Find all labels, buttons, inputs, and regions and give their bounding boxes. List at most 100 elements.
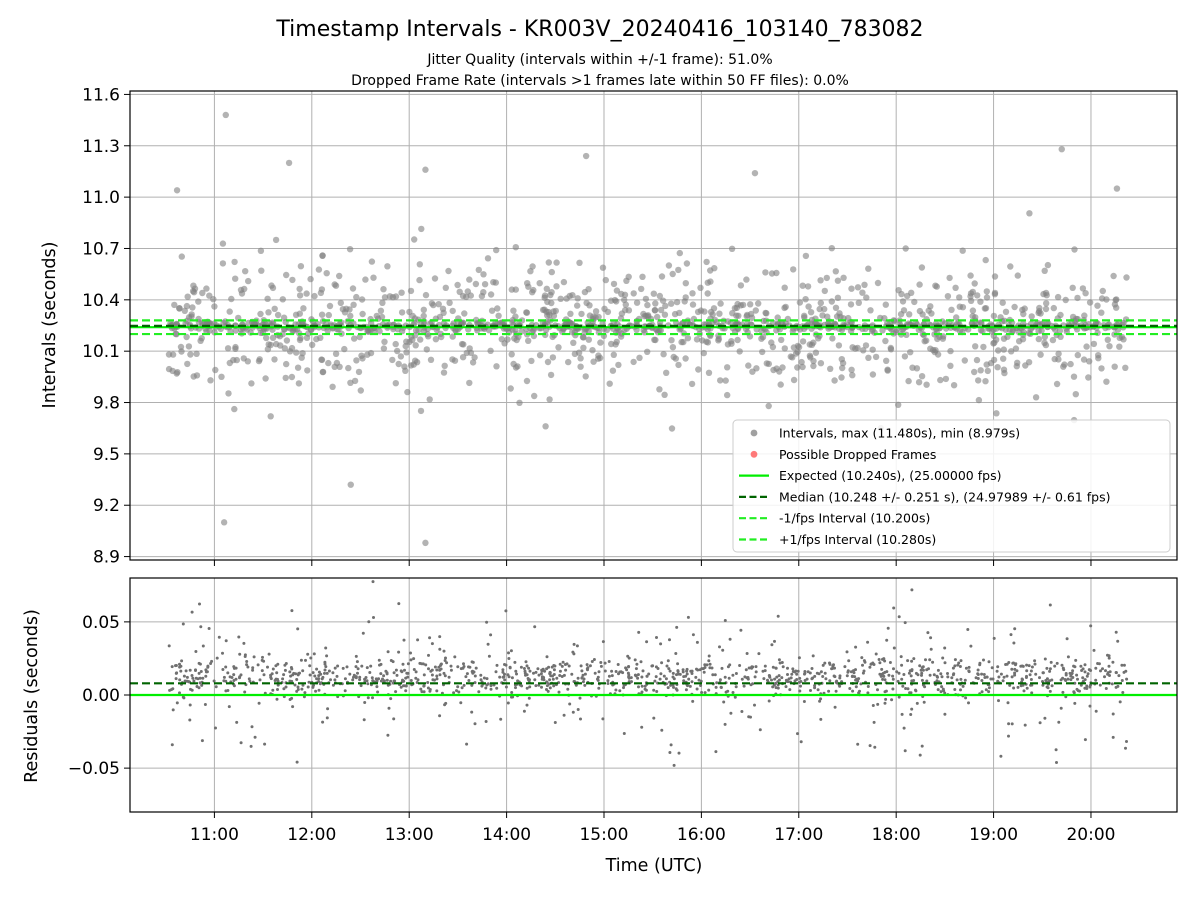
residual-point [1125, 740, 1128, 743]
interval-point [1042, 341, 1050, 349]
interval-point [794, 364, 801, 371]
residual-point [181, 695, 185, 699]
residual-point [950, 676, 954, 680]
residual-point [997, 675, 1001, 679]
residual-point [936, 688, 940, 692]
interval-point [1054, 293, 1062, 301]
residual-point [943, 691, 947, 695]
residual-point [1061, 690, 1065, 694]
residual-point [665, 664, 669, 668]
residual-point [224, 639, 228, 643]
legend-item: Expected (10.240s), (25.00000 fps) [739, 468, 1001, 483]
residual-point [946, 672, 949, 675]
interval-point [582, 152, 590, 160]
residual-point [606, 682, 610, 685]
interval-point [493, 246, 500, 254]
interval-point [525, 337, 532, 344]
interval-point [341, 309, 349, 316]
residual-point [174, 677, 178, 681]
interval-point [739, 301, 747, 309]
interval-point [262, 375, 269, 382]
interval-point [525, 283, 532, 290]
residual-point [1049, 660, 1053, 664]
residual-point [185, 675, 189, 679]
residual-point [527, 696, 531, 700]
residual-point [768, 674, 772, 678]
residual-point [731, 691, 735, 694]
interval-point [435, 301, 442, 308]
residual-point [690, 672, 694, 675]
interval-point [183, 333, 190, 341]
residual-point [924, 658, 927, 662]
interval-point [1043, 292, 1050, 299]
residual-point [1107, 656, 1111, 660]
residual-point [1107, 664, 1111, 668]
interval-point [1056, 327, 1064, 334]
interval-point [630, 290, 637, 297]
residual-point [681, 670, 685, 674]
interval-point [953, 314, 960, 321]
interval-point [440, 369, 448, 376]
interval-point [452, 327, 459, 334]
residual-point [658, 677, 662, 681]
residual-point [395, 673, 399, 677]
residual-point [878, 661, 882, 665]
residual-point [1007, 734, 1010, 738]
interval-point [368, 258, 376, 265]
residual-point [358, 678, 362, 682]
interval-point [512, 244, 519, 251]
interval-point [271, 305, 278, 312]
residual-point [1120, 679, 1124, 682]
interval-point [610, 351, 617, 358]
residual-point [892, 667, 895, 671]
residual-point [581, 673, 585, 677]
residual-point [470, 660, 474, 664]
residual-point [325, 716, 329, 720]
residual-point [547, 665, 551, 669]
residual-point [495, 686, 499, 690]
interval-point [765, 402, 772, 410]
interval-point [682, 355, 689, 362]
residual-point [406, 675, 410, 679]
interval-point [799, 282, 806, 289]
residual-point [237, 635, 241, 639]
residual-point [477, 690, 481, 694]
interval-point [413, 359, 421, 366]
residual-point [1059, 678, 1063, 682]
residual-point [331, 683, 335, 687]
interval-point [295, 380, 303, 387]
residual-point [363, 701, 367, 704]
interval-point [869, 371, 877, 378]
residual-point [691, 633, 695, 637]
interval-point [549, 354, 557, 361]
residual-point [910, 659, 914, 663]
residual-point [510, 695, 513, 699]
residual-point [399, 669, 403, 673]
residual-point [333, 666, 337, 670]
residual-point [869, 662, 873, 666]
residual-point [296, 685, 300, 689]
interval-point [475, 266, 482, 274]
interval-point [639, 273, 646, 280]
interval-point [887, 346, 895, 353]
residual-point [707, 654, 711, 658]
interval-point [449, 356, 456, 363]
residual-point [299, 658, 303, 662]
residual-point [435, 689, 439, 693]
residual-point [896, 679, 900, 683]
residual-point [576, 708, 580, 711]
residual-point [435, 677, 439, 681]
residual-point [776, 686, 780, 690]
residual-point [459, 701, 463, 705]
interval-point [545, 308, 552, 316]
residual-point [1007, 722, 1011, 726]
residual-point [368, 671, 372, 674]
residual-point [295, 678, 299, 681]
interval-point [406, 308, 413, 316]
interval-point [683, 260, 691, 267]
residual-point [1038, 721, 1042, 725]
residual-point [550, 665, 554, 669]
interval-point [347, 312, 354, 320]
residual-point [276, 679, 280, 683]
residual-point [256, 663, 260, 667]
